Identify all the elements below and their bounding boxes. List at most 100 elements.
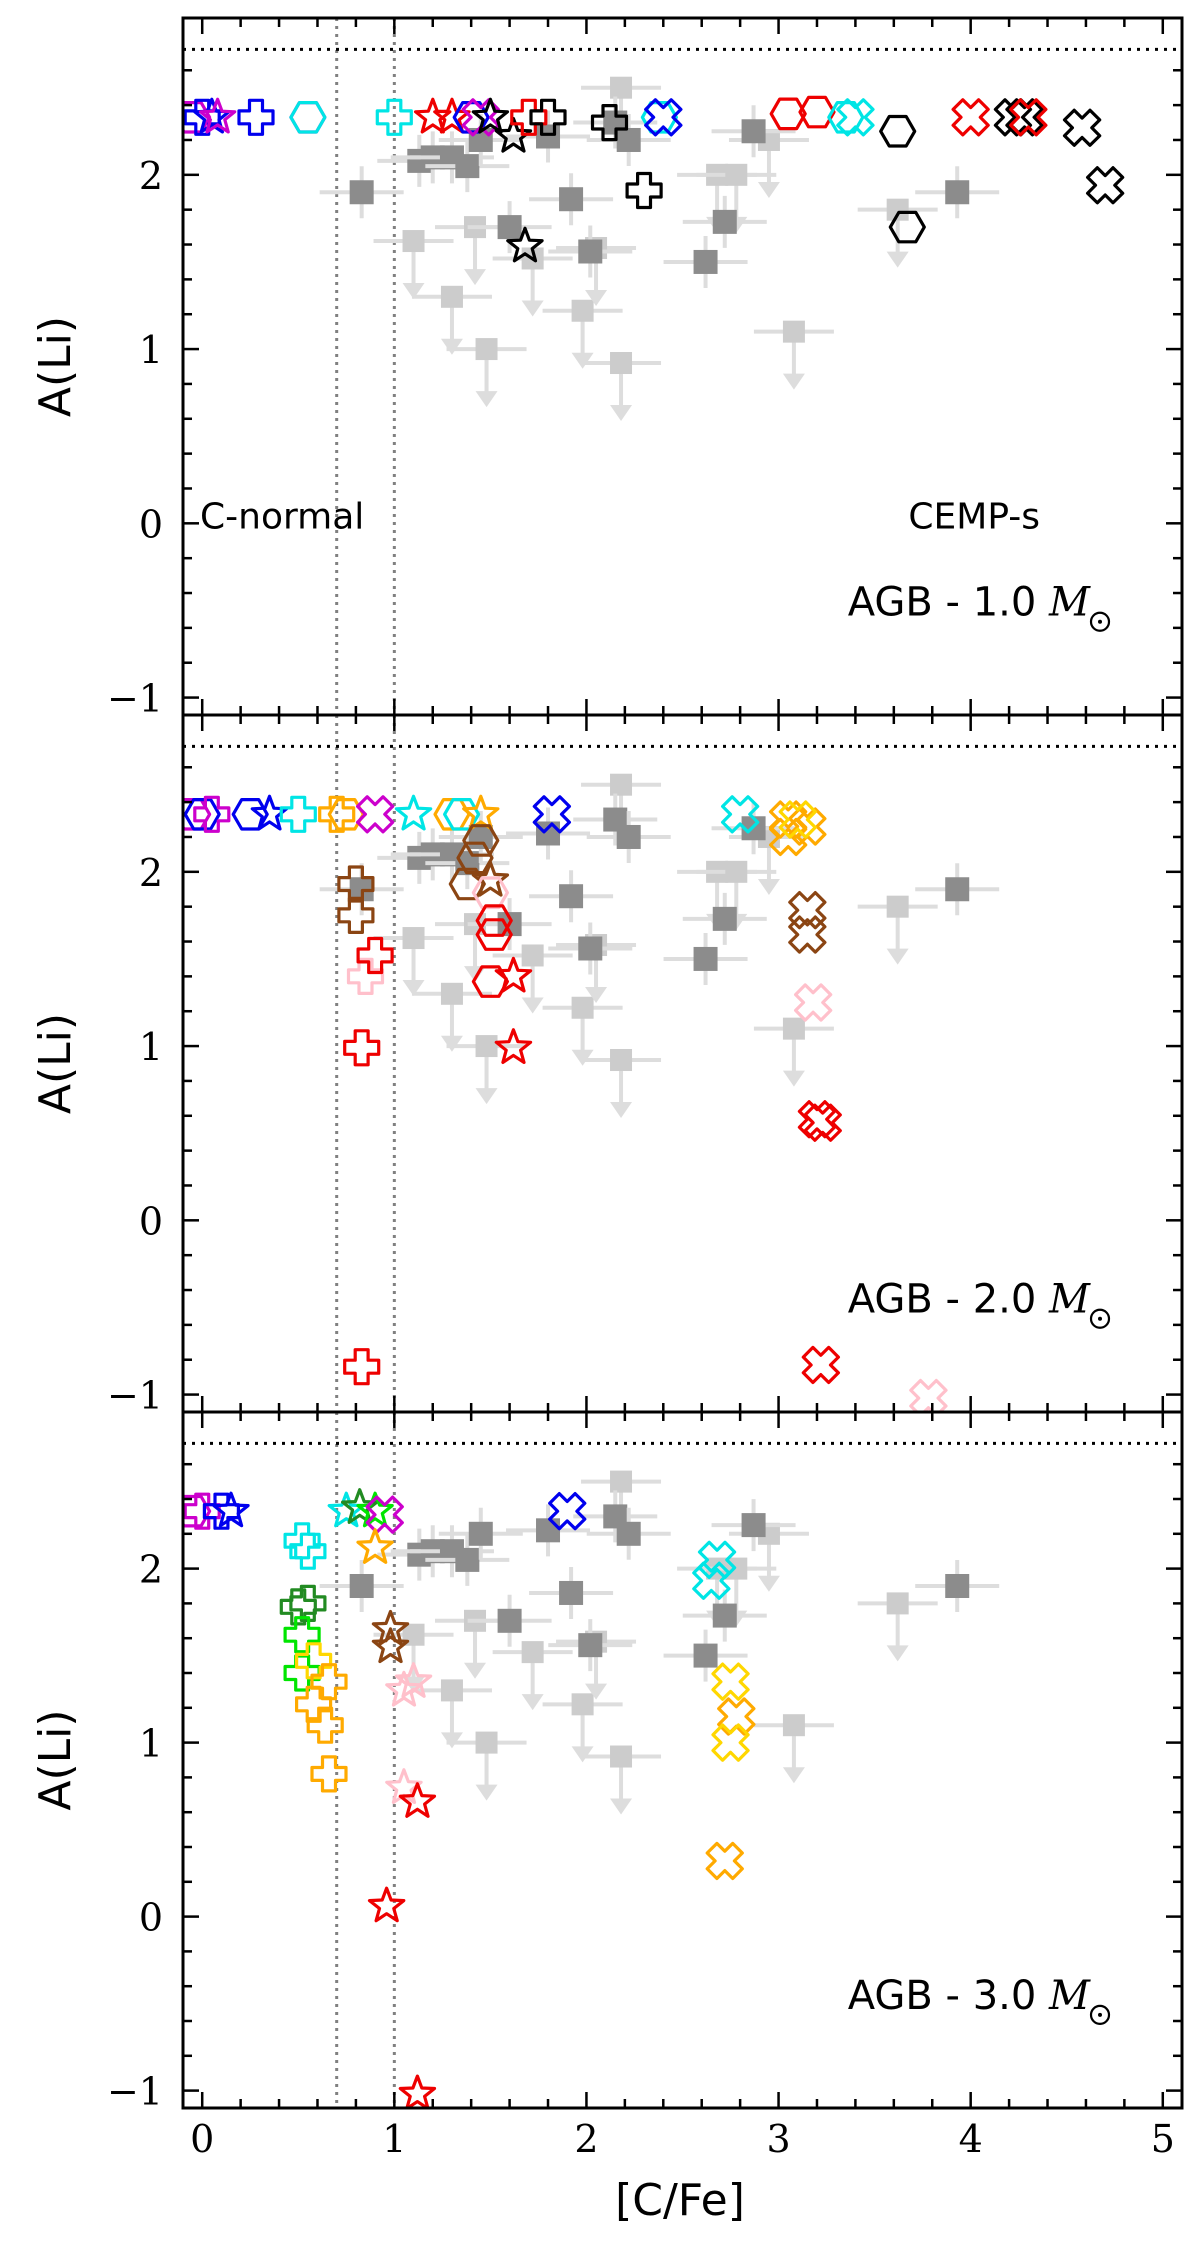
model-point-cross	[548, 1492, 587, 1531]
obs-detection-point	[741, 119, 766, 144]
obs-limit-arrowhead	[585, 987, 608, 1004]
sun-symbol	[1089, 2004, 1111, 2026]
obs-limit-arrowhead	[886, 1645, 909, 1662]
obs-detection-point	[945, 180, 970, 205]
obs-detection-point	[616, 1521, 641, 1546]
obs-limit-arrowhead	[402, 283, 425, 300]
model-point-hexagon	[879, 114, 917, 148]
model-point-cross	[1005, 98, 1044, 137]
model-point-star	[356, 1528, 394, 1564]
obs-limit-arrowhead	[886, 948, 909, 965]
model-point-cross	[461, 98, 500, 137]
obs-limit-point	[610, 1049, 633, 1072]
obs-limit-arrowhead	[475, 391, 498, 408]
model-point-cross	[711, 1723, 750, 1762]
obs-limit-arrowhead	[585, 1683, 608, 1700]
x-tick-label: 4	[959, 2117, 983, 2161]
model-point-cross	[803, 1103, 842, 1142]
x-tick-label: 1	[382, 2117, 406, 2161]
obs-limit-point	[571, 1693, 594, 1716]
obs-limit-point	[440, 1679, 463, 1702]
obs-limit-arrowhead	[475, 1784, 498, 1801]
obs-detection-point	[693, 1643, 718, 1668]
y-tick-label: 1	[139, 1025, 163, 1069]
model-point-plus	[529, 98, 567, 136]
y-tick-label: 1	[139, 1722, 163, 1766]
model-point-cross	[909, 1378, 948, 1412]
obs-limit-point	[725, 860, 748, 883]
plot-area	[183, 1412, 1182, 2108]
obs-detection-point	[559, 1580, 584, 1605]
obs-limit-arrowhead	[521, 1694, 544, 1711]
model-point-star	[371, 1627, 410, 1664]
model-point-plus	[279, 795, 317, 833]
model-point-hexagon	[183, 798, 221, 831]
y-tick-label: −1	[107, 2070, 163, 2114]
obs-limit-point	[571, 996, 594, 1019]
model-point-cross	[1086, 166, 1125, 205]
model-point-plus	[193, 795, 231, 833]
obs-detection-point	[741, 1513, 766, 1538]
obs-limit-point	[475, 1731, 498, 1754]
model-point-star	[398, 2074, 437, 2108]
obs-limit-arrowhead	[521, 997, 544, 1014]
model-point-cross	[1062, 108, 1102, 147]
plot-area	[183, 18, 1182, 715]
panel-label: AGB - 1.0 M	[848, 580, 1091, 626]
model-point-star	[356, 1491, 394, 1528]
panel-frame	[181, 1410, 1184, 2110]
model-point-plus	[279, 1588, 317, 1626]
obs-limit-arrowhead	[464, 1662, 487, 1679]
panel-label: AGB - 2.0 M	[848, 1277, 1091, 1323]
x-axis-label: [C/Fe]	[615, 2175, 745, 2226]
model-point-plus	[289, 1532, 327, 1570]
obs-limit-point	[402, 230, 425, 253]
model-point-cross	[788, 915, 827, 954]
obs-detection-point	[712, 209, 737, 234]
obs-detection-point	[712, 1603, 737, 1628]
obs-detection-point	[349, 180, 374, 205]
model-point-hexagon	[827, 101, 865, 134]
obs-limit-arrowhead	[585, 290, 608, 307]
model-point-cross	[705, 1841, 744, 1881]
y-tick-label: 0	[139, 1199, 163, 1243]
model-point-hexagon	[475, 918, 513, 951]
obs-limit-arrowhead	[610, 405, 633, 422]
obs-limit-arrowhead	[757, 181, 780, 198]
obs-limit-arrowhead	[757, 1575, 780, 1592]
region-label-c-normal: C-normal	[200, 497, 364, 538]
obs-limit-point	[475, 1035, 498, 1058]
obs-limit-point	[886, 198, 909, 221]
obs-detection-point	[945, 877, 970, 902]
obs-detection-point	[497, 215, 522, 240]
model-point-star	[385, 1670, 423, 1707]
obs-detection-point	[497, 1608, 522, 1633]
model-point-cross	[778, 800, 817, 839]
model-point-cross	[951, 98, 990, 137]
model-point-cross	[836, 98, 875, 137]
model-point-plus	[343, 1348, 381, 1386]
obs-detection-point	[693, 249, 718, 274]
y-axis-label: A(Li)	[30, 1013, 81, 1114]
model-point-plus	[337, 896, 375, 934]
obs-detection-point	[712, 906, 737, 931]
obs-limit-point	[610, 773, 633, 796]
model-point-plus	[590, 104, 629, 142]
model-point-cross	[769, 817, 808, 857]
model-point-cross	[697, 1540, 737, 1580]
obs-detection-point	[693, 946, 718, 971]
obs-limit-point	[402, 927, 425, 950]
model-point-star	[471, 97, 510, 134]
x-tick-label: 2	[574, 2117, 598, 2161]
obs-limit-arrowhead	[782, 1767, 805, 1784]
model-point-star	[198, 97, 237, 134]
model-point-hexagon	[231, 798, 269, 831]
panel-agb-3.0: −1 0 1 2 0 1 2 3 4 5 A(Li) AGB - 3.0 M	[30, 1410, 1184, 2161]
sun-symbol-dot	[1098, 2012, 1102, 2017]
obs-detection-point	[578, 1633, 603, 1658]
model-point-hexagon	[475, 904, 513, 937]
obs-detection-point	[468, 1521, 493, 1546]
panel-label: AGB - 3.0 M	[848, 1973, 1091, 2019]
model-point-hexagon	[183, 1494, 212, 1528]
